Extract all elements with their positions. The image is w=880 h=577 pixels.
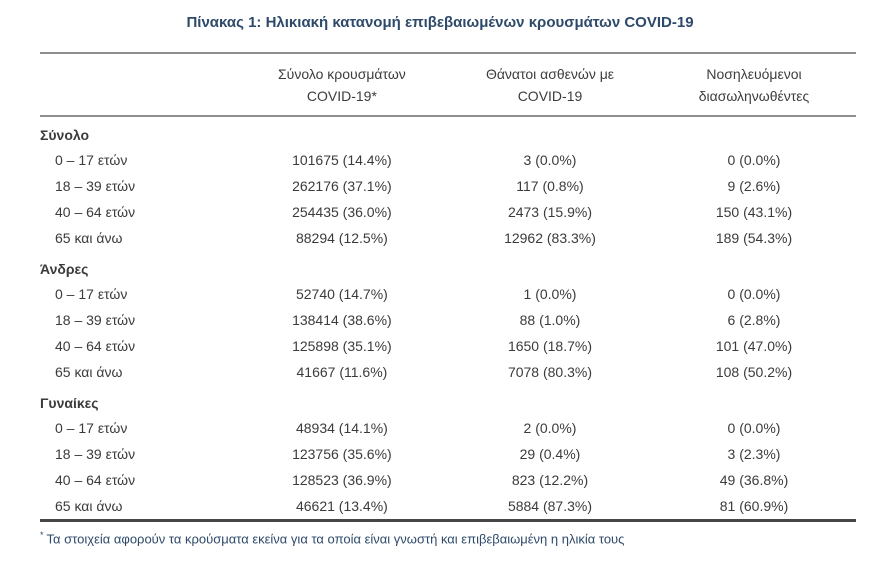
table-row: 65 και άνω 46621 (13.4%) 5884 (87.3%) 81 (6… <box>40 493 856 521</box>
section-header-row: Γυναίκες <box>40 385 856 415</box>
header-intubated-line1: Νοσηλευόμενοι <box>706 66 802 82</box>
section-label: Άνδρες <box>40 261 89 277</box>
cases-value: 123756 (35.6%) <box>292 446 392 462</box>
table-header: Σύνολο κρουσμάτων COVID-19* Θάνατοι ασθε… <box>40 53 856 116</box>
age-label: 18 – 39 ετών <box>55 312 136 328</box>
covid-age-distribution-table: Σύνολο κρουσμάτων COVID-19* Θάνατοι ασθε… <box>40 52 856 522</box>
deaths-value: 1650 (18.7%) <box>507 338 593 354</box>
table-row: 65 και άνω 88294 (12.5%) 12962 (83.3%) 189 … <box>40 225 856 251</box>
table-row: 40 – 64 ετών 254435 (36.0%) 2473 (15.9%) 15… <box>40 199 856 225</box>
intubated-value: 49 (36.8%) <box>719 472 789 488</box>
table-row: 40 – 64 ετών 125898 (35.1%) 1650 (18.7%) 10… <box>40 333 856 359</box>
header-intubated-line2: διασωληνωθέντες <box>698 88 810 104</box>
table-row: 0 – 17 ετών 52740 (14.7%) 1 (0.0%) 0 (0.0%) <box>40 281 856 307</box>
header-row: Σύνολο κρουσμάτων COVID-19* Θάνατοι ασθε… <box>40 53 856 116</box>
intubated-value: 3 (2.3%) <box>727 446 781 462</box>
header-cases-line2: COVID-19* <box>306 88 377 104</box>
cases-value: 262176 (37.1%) <box>292 178 392 194</box>
table-row: 0 – 17 ετών 101675 (14.4%) 3 (0.0%) 0 (0.0%… <box>40 147 856 173</box>
intubated-value: 6 (2.8%) <box>727 312 781 328</box>
deaths-value: 2473 (15.9%) <box>507 204 593 220</box>
deaths-value: 7078 (80.3%) <box>507 364 593 380</box>
header-deaths-line2: COVID-19 <box>517 88 583 104</box>
cases-value: 41667 (11.6%) <box>296 364 388 380</box>
footnote-marker: * <box>40 530 44 540</box>
deaths-value: 3 (0.0%) <box>523 152 577 168</box>
header-intubated: Νοσηλευόμενοι διασωληνωθέντες <box>652 53 856 116</box>
deaths-value: 823 (12.2%) <box>511 472 589 488</box>
intubated-value: 101 (47.0%) <box>715 338 793 354</box>
cases-value: 125898 (35.1%) <box>292 338 392 354</box>
section-header-row: Σύνολο <box>40 116 856 147</box>
footnote: * Τα στοιχεία αφορούν τα κρούσματα εκείνα… <box>40 527 880 547</box>
deaths-value: 2 (0.0%) <box>523 420 577 436</box>
intubated-value: 0 (0.0%) <box>727 286 781 302</box>
deaths-value: 29 (0.4%) <box>519 446 581 462</box>
age-label: 18 – 39 ετών <box>55 446 136 462</box>
cases-value: 48934 (14.1%) <box>295 420 388 436</box>
cases-value: 52740 (14.7%) <box>295 286 388 302</box>
table-row: 40 – 64 ετών 128523 (36.9%) 823 (12.2%) 49 … <box>40 467 856 493</box>
deaths-value: 117 (0.8%) <box>516 178 584 194</box>
intubated-value: 150 (43.1%) <box>715 204 793 220</box>
age-label: 40 – 64 ετών <box>55 204 136 220</box>
intubated-value: 9 (2.6%) <box>727 178 781 194</box>
table-row: 0 – 17 ετών 48934 (14.1%) 2 (0.0%) 0 (0.0%) <box>40 415 856 441</box>
section-label: Γυναίκες <box>40 395 99 411</box>
deaths-value: 12962 (83.3%) <box>504 230 596 246</box>
table-body: Σύνολο 0 – 17 ετών 101675 (14.4%) 3 (0.0%) 0… <box>40 116 856 521</box>
intubated-value: 108 (50.2%) <box>715 364 793 380</box>
age-label: 0 – 17 ετών <box>55 152 128 168</box>
header-empty-cell <box>40 53 236 116</box>
header-cases: Σύνολο κρουσμάτων COVID-19* <box>236 53 448 116</box>
cases-value: 128523 (36.9%) <box>292 472 392 488</box>
cases-value: 138414 (38.6%) <box>292 312 392 328</box>
age-label: 65 και άνω <box>55 230 123 246</box>
cases-value: 46621 (13.4%) <box>295 498 388 514</box>
cases-value: 101675 (14.4%) <box>292 152 392 168</box>
deaths-value: 5884 (87.3%) <box>507 498 593 514</box>
deaths-value: 1 (0.0%) <box>523 286 577 302</box>
age-label: 65 και άνω <box>55 364 123 380</box>
age-label: 0 – 17 ετών <box>55 286 128 302</box>
footnote-text: Τα στοιχεία αφορούν τα κρούσματα εκείνα … <box>46 531 625 547</box>
deaths-value: 88 (1.0%) <box>519 312 581 328</box>
header-deaths-line1: Θάνατοι ασθενών με <box>485 66 615 82</box>
age-label: 18 – 39 ετών <box>55 178 136 194</box>
section-header-row: Άνδρες <box>40 251 856 281</box>
cases-value: 88294 (12.5%) <box>295 230 388 246</box>
section-label: Σύνολο <box>40 127 90 143</box>
table-title: Πίνακας 1: Ηλικιακή κατανομή επιβεβαιωμέ… <box>186 14 694 31</box>
header-deaths: Θάνατοι ασθενών με COVID-19 <box>448 53 652 116</box>
intubated-value: 81 (60.9%) <box>719 498 789 514</box>
intubated-value: 189 (54.3%) <box>715 230 793 246</box>
table-row: 65 και άνω 41667 (11.6%) 7078 (80.3%) 108 (… <box>40 359 856 385</box>
age-label: 0 – 17 ετών <box>55 420 128 436</box>
cases-value: 254435 (36.0%) <box>292 204 392 220</box>
table-row: 18 – 39 ετών 123756 (35.6%) 29 (0.4%) 3 (2.… <box>40 441 856 467</box>
intubated-value: 0 (0.0%) <box>727 420 781 436</box>
table-row: 18 – 39 ετών 138414 (38.6%) 88 (1.0%) 6 (2.… <box>40 307 856 333</box>
table-row: 18 – 39 ετών 262176 (37.1%) 117 (0.8%) 9 (2… <box>40 173 856 199</box>
header-cases-line1: Σύνολο κρουσμάτων <box>278 66 406 82</box>
age-label: 65 και άνω <box>55 498 123 514</box>
age-label: 40 – 64 ετών <box>55 472 136 488</box>
intubated-value: 0 (0.0%) <box>727 152 781 168</box>
age-label: 40 – 64 ετών <box>55 338 136 354</box>
